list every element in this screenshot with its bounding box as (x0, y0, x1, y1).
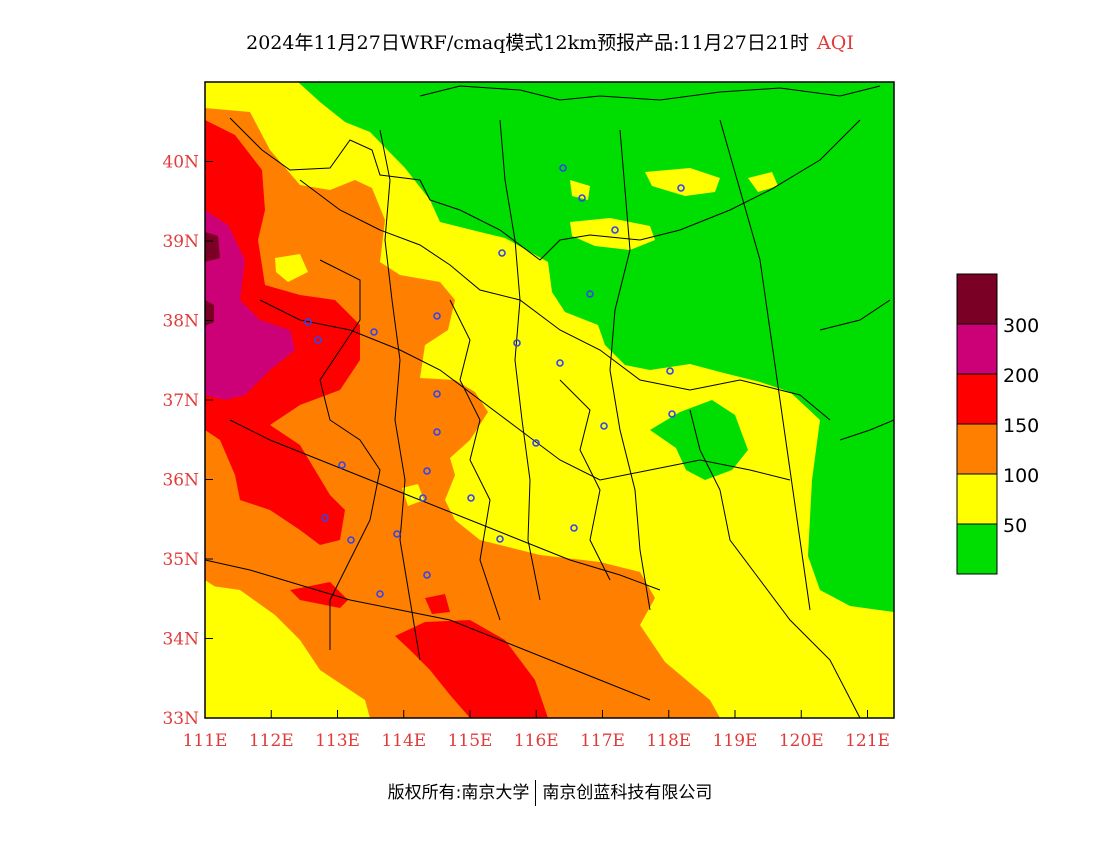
aqi-field (205, 82, 894, 718)
aqi-legend: 50 100 150 200 300 (956, 273, 1039, 575)
company-text: 南京创蓝科技有限公司 (542, 783, 713, 803)
aqi-zone-darkred-1 (205, 232, 220, 262)
lat-tick-label: 36N (162, 471, 199, 491)
copyright-text: 版权所有:南京大学 (387, 783, 530, 803)
lon-tick-label: 112E (249, 731, 294, 751)
aqi-zone-magenta (205, 210, 295, 400)
aqi-zone-red-sw (290, 582, 348, 608)
legend-swatch (956, 323, 998, 375)
variable-label: AQI (817, 32, 854, 54)
lon-tick-label: 119E (713, 731, 758, 751)
footer-separator (535, 780, 537, 806)
aqi-zone-green-north (298, 82, 894, 612)
lon-tick-label: 120E (779, 731, 824, 751)
aqi-zone-yellow-island-2 (645, 168, 720, 196)
latitude-axis: 40N 39N 38N 37N 36N 35N 34N 33N (162, 153, 213, 729)
map-title: 2024年11月27日WRF/cmaq模式12km预报产品:11月27日21时 A… (0, 28, 1100, 55)
legend-swatch (956, 373, 998, 425)
legend-label: 200 (1003, 365, 1039, 387)
aqi-zone-green-mid (650, 400, 748, 480)
lat-tick-label: 33N (162, 709, 199, 729)
copyright-footer: 版权所有:南京大学 南京创蓝科技有限公司 (0, 778, 1100, 806)
legend-swatch (956, 473, 998, 525)
lon-tick-label: 113E (315, 731, 360, 751)
legend-label: 300 (1003, 315, 1039, 337)
longitude-axis: 111E 112E 113E 114E 115E 116E 117E 118E 119E 120E… (183, 710, 890, 751)
title-text: 2024年11月27日WRF/cmaq模式12km预报产品:11月27日21时 (246, 32, 810, 54)
lat-tick-label: 39N (162, 232, 199, 252)
lat-tick-label: 34N (162, 630, 199, 650)
legend-swatch (956, 273, 998, 325)
lat-tick-label: 37N (162, 391, 199, 411)
aqi-zone-red-south (395, 620, 548, 718)
lon-tick-label: 111E (183, 731, 228, 751)
lat-tick-label: 35N (162, 550, 199, 570)
legend-label: 100 (1003, 465, 1039, 487)
aqi-zone-yellow-pocket-c (402, 484, 424, 506)
aqi-zone-yellow-island-1 (570, 218, 655, 250)
legend-swatch (956, 423, 998, 475)
aqi-zone-yellow-pocket-sw (205, 585, 370, 718)
aqi-zone-red-small (425, 594, 450, 614)
aqi-zone-orange (205, 108, 720, 718)
lon-tick-label: 116E (514, 731, 559, 751)
lon-tick-label: 118E (646, 731, 691, 751)
lon-tick-label: 114E (381, 731, 426, 751)
aqi-zone-yellow-island-4 (570, 180, 590, 200)
boundary-lines (205, 85, 894, 718)
legend-swatch (956, 523, 998, 575)
legend-label: 150 (1003, 415, 1039, 437)
lon-tick-label: 117E (580, 731, 625, 751)
aqi-zone-yellow-island-3 (748, 172, 778, 192)
lat-tick-label: 38N (162, 312, 199, 332)
city-markers (304, 164, 685, 598)
lat-tick-label: 40N (162, 153, 199, 173)
lon-tick-label: 115E (448, 731, 493, 751)
legend-label: 50 (1003, 515, 1027, 537)
aqi-zone-yellow-pocket-n (275, 254, 308, 282)
lon-tick-label: 121E (845, 731, 890, 751)
aqi-zone-darkred-2 (205, 300, 214, 326)
